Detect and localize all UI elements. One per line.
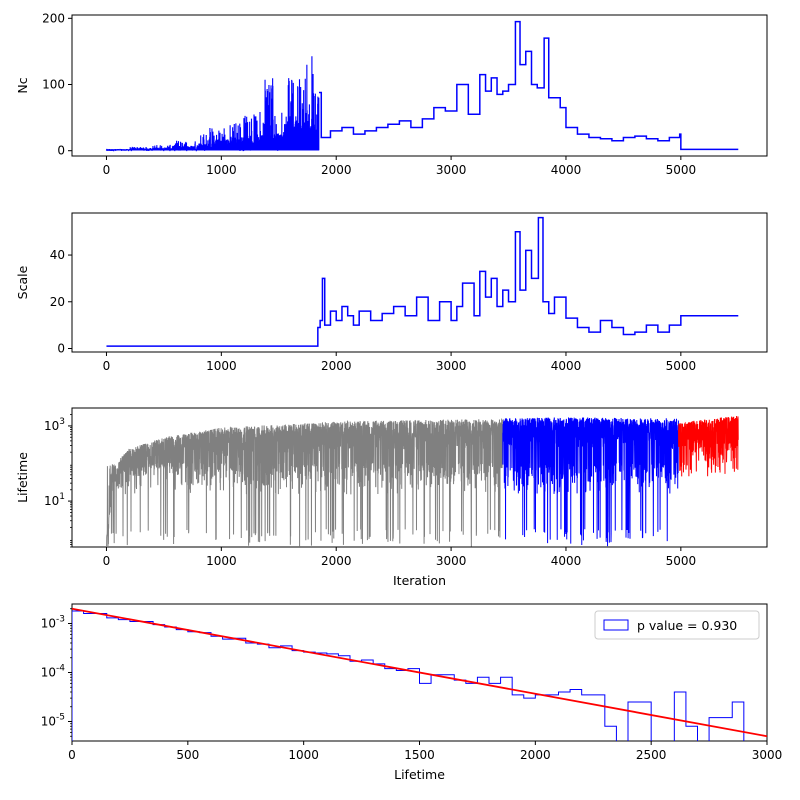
legend-label: p value = 0.930 xyxy=(637,618,737,633)
x-tick-label: 3000 xyxy=(436,163,467,177)
y-axis-label: Nc xyxy=(15,77,30,93)
subplot-scale: 0 1000 2000 3000 4000 5000 0 20 40 Scale xyxy=(15,212,768,373)
x-tick-label: 5000 xyxy=(666,554,697,568)
y-tick-label: 0 xyxy=(57,144,65,158)
x-tick-label: 4000 xyxy=(551,163,582,177)
subplot-histogram: 0 500 1000 1500 2000 2500 3000 10-5 10-4 10-3 Life… xyxy=(41,603,783,782)
x-tick-label: 1000 xyxy=(206,163,237,177)
y-tick-label: 103 xyxy=(44,417,65,433)
nc-dense-series xyxy=(105,56,320,152)
lifetime-series-0 xyxy=(106,418,504,547)
x-tick-label: 3000 xyxy=(752,748,783,762)
x-tick-label: 2000 xyxy=(321,554,352,568)
x-tick-label: 0 xyxy=(103,554,111,568)
x-tick-label: 2500 xyxy=(636,748,667,762)
x-tick-label: 1000 xyxy=(206,359,237,373)
y-tick-label: 20 xyxy=(50,295,65,309)
legend-box xyxy=(594,610,760,640)
x-tick-label: 2000 xyxy=(321,359,352,373)
y-tick-label: 101 xyxy=(44,492,65,508)
y-tick-label: 100 xyxy=(42,78,65,92)
x-tick-label: 500 xyxy=(176,748,199,762)
x-axis-label: Iteration xyxy=(393,573,446,588)
axes-frame xyxy=(71,407,768,548)
y-axis-label: Lifetime xyxy=(15,452,30,503)
y-tick-label: 10-3 xyxy=(41,614,65,630)
x-tick-label: 0 xyxy=(103,359,111,373)
x-axis-label: Lifetime xyxy=(394,767,445,782)
x-tick-label: 0 xyxy=(68,748,76,762)
x-tick-label: 0 xyxy=(103,163,111,177)
exponential-fit-line xyxy=(72,607,767,738)
lifetime-series-1 xyxy=(502,417,679,547)
x-tick-label: 2000 xyxy=(321,163,352,177)
x-tick-label: 2000 xyxy=(520,748,551,762)
y-axis-label: Scale xyxy=(15,265,30,299)
legend: p value = 0.930 xyxy=(594,610,760,640)
x-tick-label: 3000 xyxy=(436,359,467,373)
x-tick-label: 4000 xyxy=(551,554,582,568)
y-tick-label: 10-4 xyxy=(41,664,66,680)
axes-frame xyxy=(71,212,768,353)
x-tick-label: 5000 xyxy=(666,359,697,373)
lifetime-series-2 xyxy=(678,416,739,477)
y-tick-label: 40 xyxy=(50,248,65,262)
legend-swatch xyxy=(603,619,629,631)
x-tick-label: 3000 xyxy=(436,554,467,568)
x-tick-label: 4000 xyxy=(551,359,582,373)
y-tick-label: 200 xyxy=(42,11,65,25)
nc-step-series xyxy=(318,20,739,151)
x-tick-label: 1000 xyxy=(206,554,237,568)
x-tick-label: 5000 xyxy=(666,163,697,177)
scale-step-series xyxy=(106,216,739,347)
subplot-lifetime: 0 1000 2000 3000 4000 5000 101 103 Lifetime Itera… xyxy=(15,407,768,588)
y-tick-label: 10-5 xyxy=(41,713,65,729)
axes-frame xyxy=(71,14,768,157)
subplot-nc: 0 1000 2000 3000 4000 5000 0 100 200 Nc xyxy=(15,11,768,177)
x-tick-label: 1000 xyxy=(288,748,319,762)
x-tick-label: 1500 xyxy=(404,748,435,762)
y-tick-label: 0 xyxy=(57,341,65,355)
